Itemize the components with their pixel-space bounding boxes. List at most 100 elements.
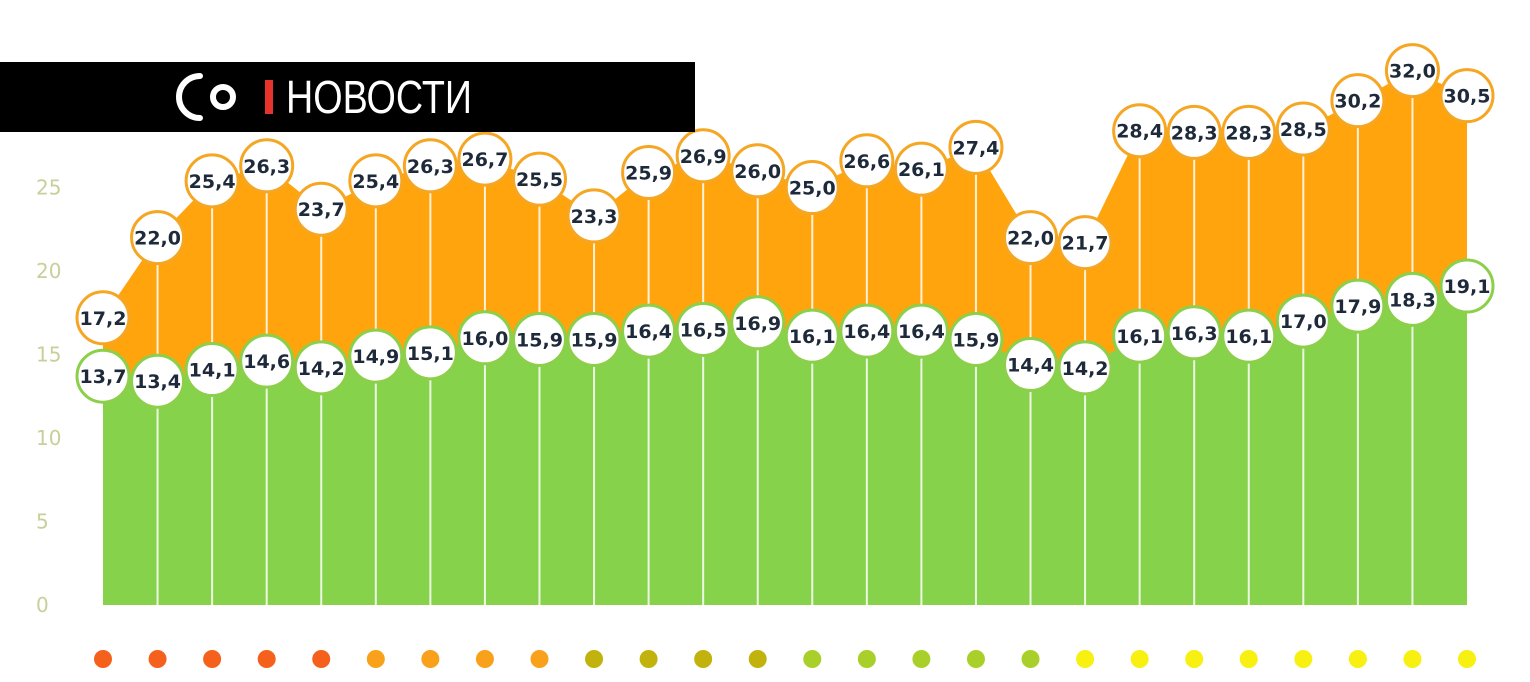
logo-separator [265,80,273,114]
y-tick-label: 15 [36,343,61,367]
category-dot [1294,650,1313,668]
category-dot [1130,650,1149,668]
y-tick-label: 10 [36,426,61,450]
category-dot [1021,650,1040,668]
category-dot [748,650,767,668]
category-dot [1239,650,1258,668]
data-label-series-1-marker [893,141,949,197]
y-axis-ticks: 0 5 10 15 20 25 [36,176,61,618]
data-label-series-2: 13,7 [80,366,127,388]
category-dot [912,650,931,668]
data-label-series-2: 14,9 [352,346,399,368]
data-label-series-2: 19,1 [1444,276,1491,298]
logo-mark-icon [176,73,236,121]
data-label-series-1: 25,4 [352,171,399,193]
category-dot [94,650,112,668]
data-label-series-2: 16,1 [1225,326,1272,348]
data-label-series-1: 23,3 [571,206,618,228]
data-label-series-2: 14,6 [243,351,290,373]
data-label-series-2: 14,1 [189,360,236,382]
news-logo-bar: НОВОСТИ [0,62,695,132]
data-label-series-2-marker [1384,271,1440,327]
category-dot [312,650,331,668]
data-label-series-2: 13,4 [134,371,181,393]
data-label-series-1: 28,5 [1280,119,1327,141]
data-label-series-2-marker [184,342,240,398]
y-tick-label: 0 [36,593,49,617]
data-label-series-2-marker [1166,305,1222,361]
data-label-series-2-marker [130,353,186,409]
category-dot [1458,650,1476,668]
data-label-series-2: 16,4 [625,321,672,343]
data-label-series-2: 17,0 [1280,311,1327,333]
data-label-series-1: 26,3 [243,156,290,178]
category-dot [366,650,385,668]
category-dot [421,650,440,668]
data-label-series-2: 16,0 [461,328,508,350]
data-label-series-1: 30,5 [1444,86,1491,108]
category-dot [257,650,276,668]
data-label-series-1: 25,0 [789,178,836,200]
data-label-series-1-marker [1003,210,1059,266]
data-label-series-1: 22,0 [1007,228,1054,250]
data-label-series-1-marker [621,144,677,200]
data-labels: 17,2 22,0 25,4 26,3 23,7 25,4 26,3 26,7 25,5 23,3… [75,43,1495,409]
data-label-series-2-marker [1221,308,1277,364]
category-dot [803,650,822,668]
data-label-series-2: 16,9 [734,313,781,335]
data-label-series-1: 28,3 [1225,122,1272,144]
data-label-series-2: 17,9 [1334,296,1381,318]
data-label-series-1: 28,4 [1116,121,1163,143]
data-label-series-1: 27,4 [953,137,1000,159]
data-label-series-1-marker [1057,215,1113,271]
vertical-lines [156,70,1414,605]
data-label-series-2-marker [675,301,731,357]
data-label-series-1-marker [511,151,567,207]
data-label-series-1: 21,7 [1062,233,1109,255]
data-label-series-2: 15,9 [953,329,1000,351]
data-label-series-1-marker [402,138,458,194]
data-label-series-1: 23,7 [298,199,345,221]
data-label-series-1-marker [730,143,786,199]
category-dot [857,650,876,668]
data-label-series-1-marker [675,128,731,184]
data-label-series-2-marker [1057,340,1113,396]
data-label-series-2-marker [1439,258,1495,314]
data-label-series-1: 26,9 [680,146,727,168]
data-label-series-1-marker [130,210,186,266]
data-label-series-2-marker [1003,337,1059,393]
data-label-series-2: 18,3 [1389,289,1436,311]
data-label-series-2: 15,9 [516,329,563,351]
data-label-series-2-marker [1112,308,1168,364]
category-dot [1185,650,1204,668]
data-label-series-1-marker [1330,73,1386,129]
data-label-series-1-marker [1439,68,1495,124]
data-label-series-2-marker [621,303,677,359]
data-label-series-2-marker [839,303,895,359]
data-label-series-1-marker [1221,104,1277,160]
data-label-series-2-marker [566,311,622,367]
data-label-series-1-marker [75,290,131,346]
data-label-series-1: 26,0 [734,161,781,183]
data-label-series-1-marker [1166,104,1222,160]
data-label-series-2-marker [893,303,949,359]
data-label-series-2-marker [239,333,295,389]
data-label-series-2-marker [1330,278,1386,334]
data-label-series-2: 16,1 [789,326,836,348]
data-label-series-2-marker [784,308,840,364]
data-label-series-1-marker [293,181,349,237]
data-label-series-2-marker [75,348,131,404]
category-dot [203,650,222,668]
data-label-series-2: 14,2 [298,358,345,380]
data-label-series-1: 26,3 [407,156,454,178]
data-label-series-2: 14,2 [1062,358,1109,380]
category-dot [475,650,494,668]
category-dot [148,650,167,668]
data-label-series-1: 17,2 [80,308,127,330]
category-dot [1076,650,1095,668]
data-label-series-1: 26,1 [898,159,945,181]
data-label-series-1-marker [1275,101,1331,157]
category-dot [966,650,985,668]
y-tick-label: 5 [36,510,49,534]
data-label-series-1: 32,0 [1389,61,1436,83]
